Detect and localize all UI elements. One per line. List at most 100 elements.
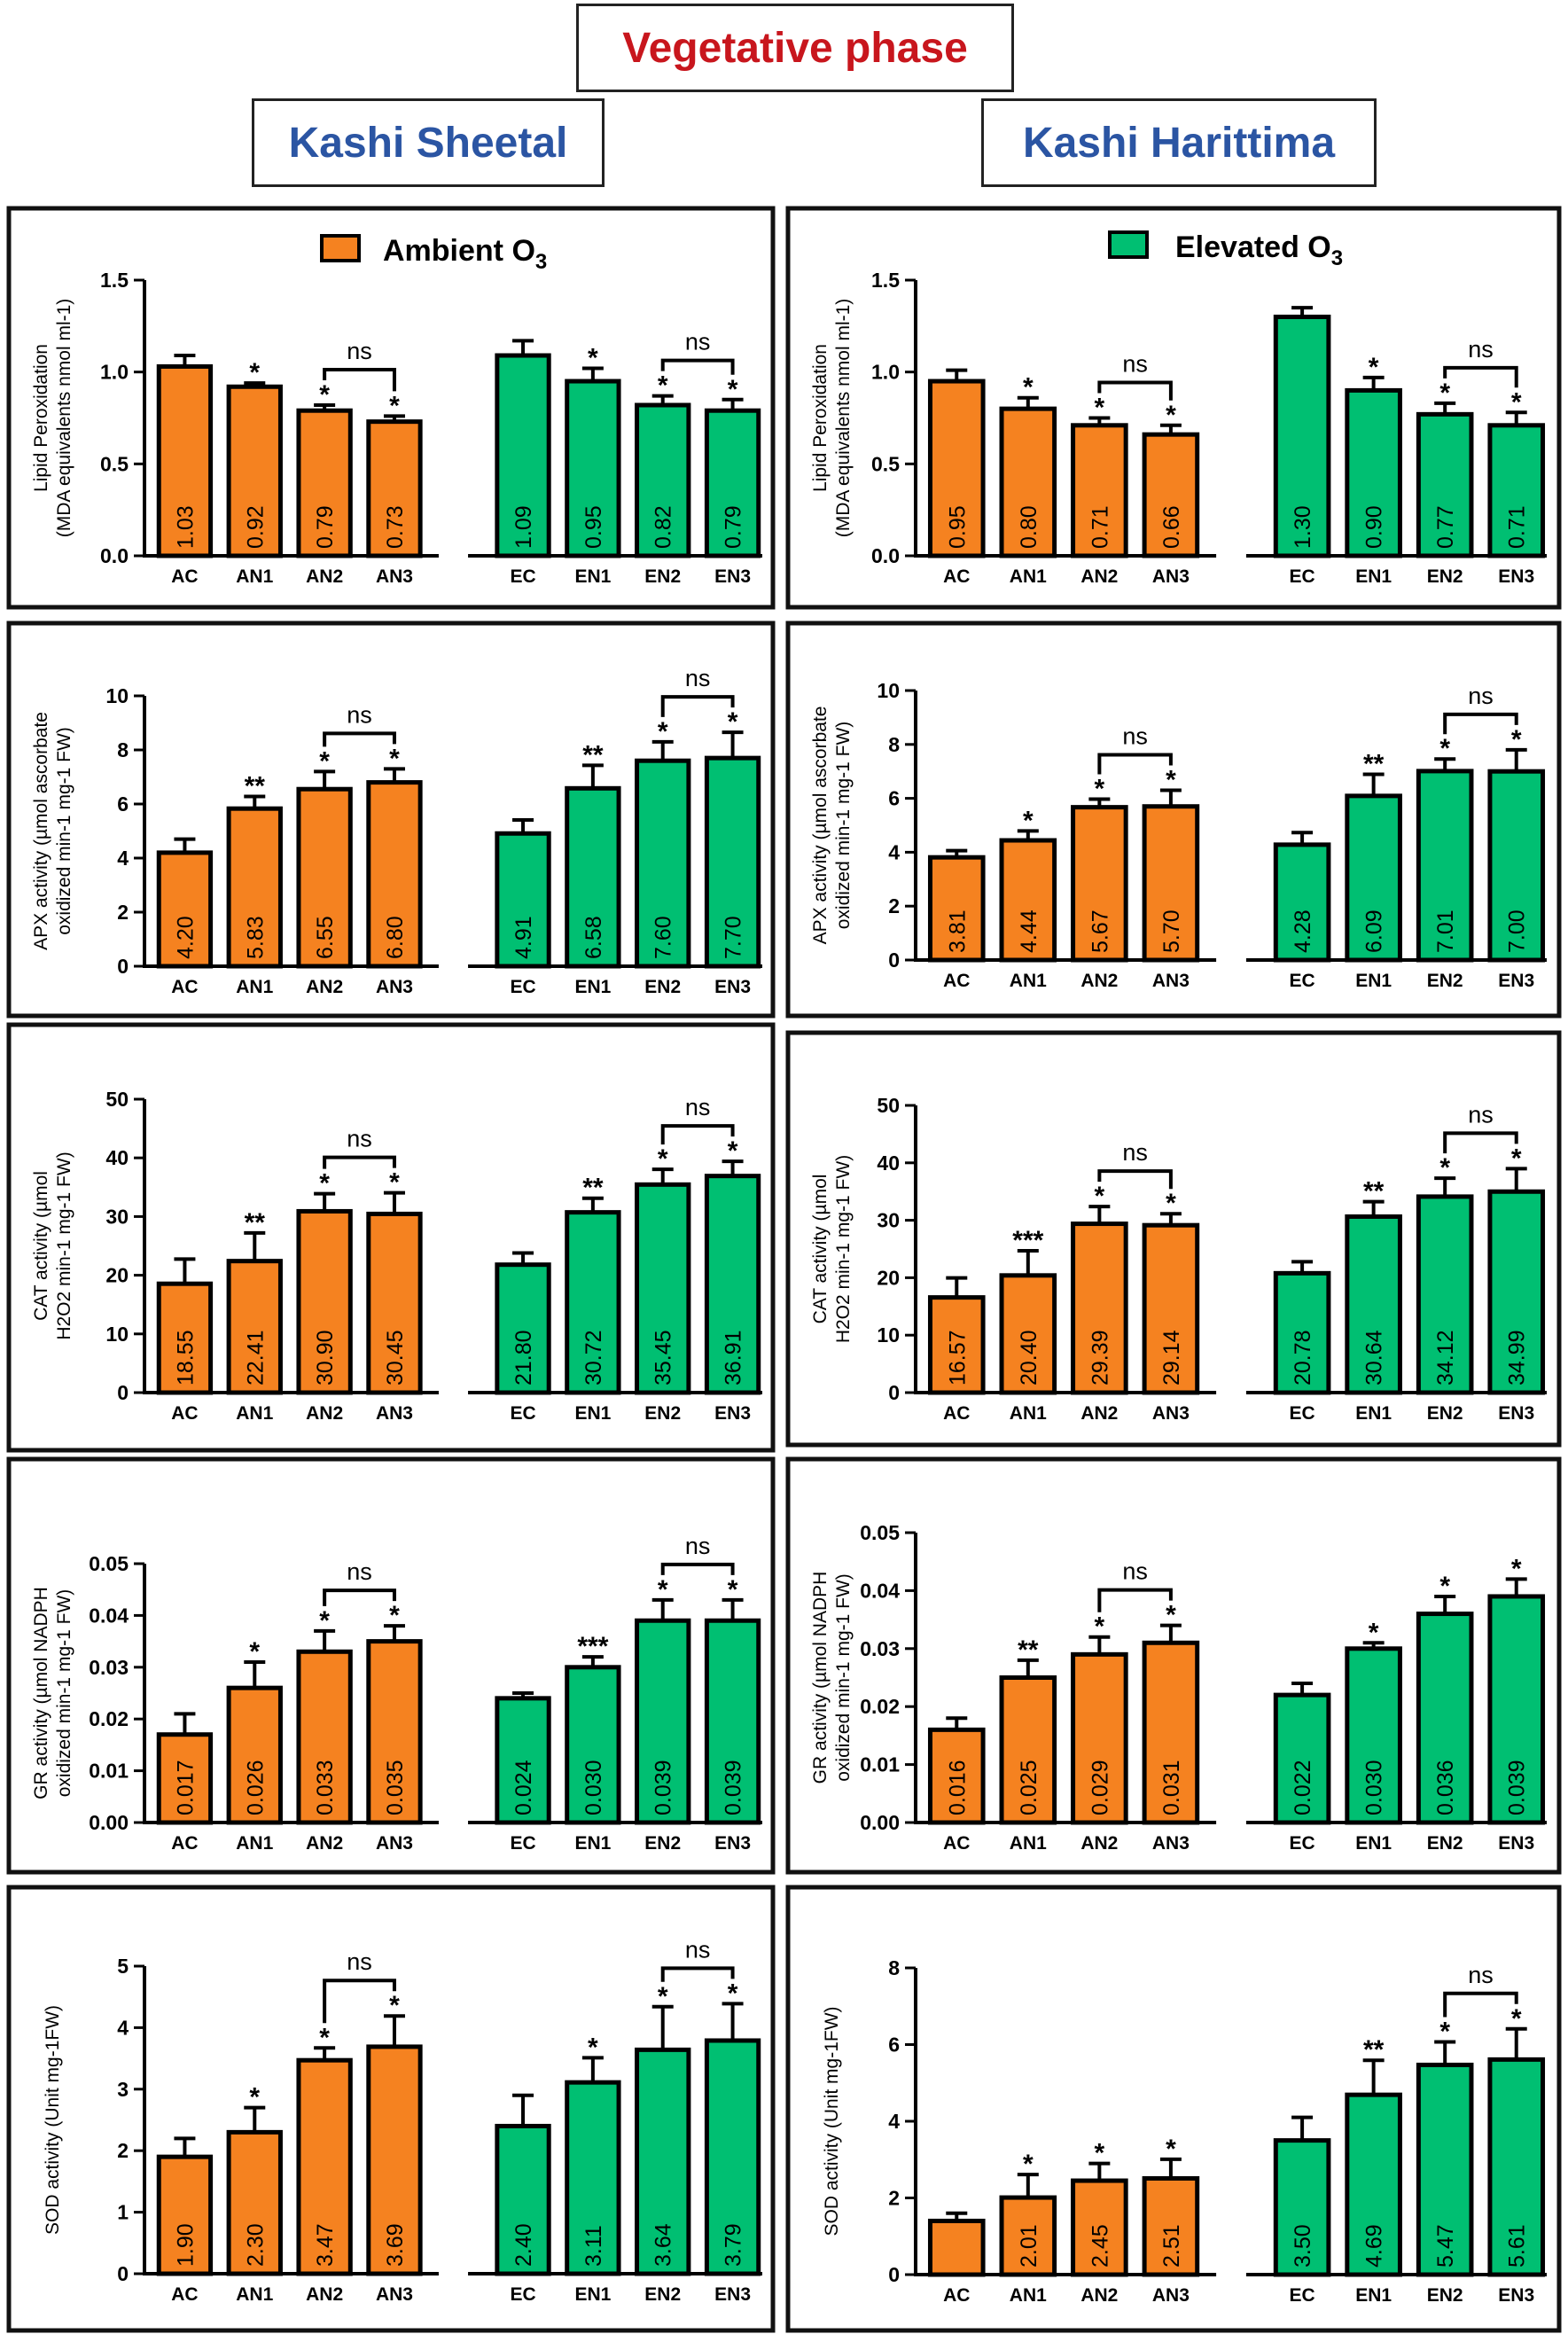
cat-harittima-ytick-label: 40 xyxy=(877,1151,900,1175)
sod-harittima-ytick-label: 6 xyxy=(888,2033,900,2057)
sod-harittima-significance: * xyxy=(1511,2004,1522,2033)
gr-sheetal-ns-bracket xyxy=(660,1562,735,1575)
cat-sheetal-value-label: 22.41 xyxy=(243,1330,268,1386)
sod-harittima-category-label: EN1 xyxy=(1355,2285,1392,2306)
gr-sheetal-significance: * xyxy=(728,1575,738,1604)
lp-sheetal-category-label: EN1 xyxy=(574,566,611,587)
cat-harittima-value-label: 16.57 xyxy=(945,1330,970,1386)
cat-sheetal-bar-EN3 xyxy=(704,1174,761,1395)
cat-harittima-significance: * xyxy=(1511,1144,1522,1173)
apx-harittima-category-label: EC xyxy=(1289,971,1314,991)
apx-harittima-bar-EN3 xyxy=(1487,769,1546,963)
lp-harittima-significance: * xyxy=(1369,353,1379,382)
apx-sheetal-ns-bracket xyxy=(660,695,735,717)
cat-sheetal-ns-label: ns xyxy=(347,1126,372,1152)
lp-harittima-significance: * xyxy=(1166,401,1176,430)
sod-sheetal-bar-EN1 xyxy=(565,2080,621,2276)
cat-sheetal-value-label: 35.45 xyxy=(651,1330,676,1386)
gr-harittima-value-label: 0.016 xyxy=(945,1760,970,1815)
apx-harittima-ytick-label: 6 xyxy=(888,787,900,810)
apx-sheetal-significance: * xyxy=(658,717,668,746)
sod-harittima-ns-bracket xyxy=(1443,1991,1518,2018)
gr-sheetal-value-label: 0.026 xyxy=(243,1760,268,1815)
lp-harittima-category-label: EN1 xyxy=(1355,566,1392,587)
lp-harittima-significance: * xyxy=(1095,394,1105,423)
lp-harittima-significance: * xyxy=(1023,373,1034,402)
apx-sheetal-bar-EN2 xyxy=(635,758,691,969)
lp-harittima-ns-label: ns xyxy=(1468,336,1494,363)
gr-harittima-ns-label: ns xyxy=(1122,1558,1148,1585)
gr-harittima-bar-EC xyxy=(1273,1692,1331,1825)
sod-sheetal-ytick-label: 2 xyxy=(117,2139,129,2162)
gr-sheetal-bar-AC xyxy=(156,1732,214,1825)
apx-sheetal-ylabel: APX activity (µmol ascorbate xyxy=(31,712,51,950)
cat-harittima-significance: *** xyxy=(1012,1226,1043,1255)
apx-sheetal-ytick-label: 0 xyxy=(117,955,129,978)
sod-sheetal-value-label: 3.69 xyxy=(383,2223,408,2267)
cat-sheetal-category-label: EN1 xyxy=(574,1403,611,1424)
cat-harittima-ytick-label: 20 xyxy=(877,1266,900,1289)
sod-sheetal-significance: * xyxy=(319,2023,330,2052)
apx-sheetal-category-label: AN2 xyxy=(306,977,343,997)
sod-harittima-category-label: AN2 xyxy=(1080,2285,1118,2306)
lp-harittima-bar-AN1 xyxy=(999,406,1057,558)
apx-sheetal-significance: * xyxy=(389,744,400,773)
lp-sheetal-value-label: 0.79 xyxy=(722,505,746,549)
lp-sheetal-significance: * xyxy=(249,358,260,387)
sod-harittima-bar-AN1 xyxy=(999,2195,1057,2277)
sod-sheetal-bar-AN1 xyxy=(226,2129,283,2276)
gr-sheetal-value-label: 0.039 xyxy=(722,1760,746,1815)
lp-harittima-ns-label: ns xyxy=(1122,351,1148,378)
apx-sheetal-value-label: 7.60 xyxy=(651,916,676,959)
cat-harittima-bar-EN2 xyxy=(1416,1194,1474,1395)
cat-sheetal-significance: * xyxy=(319,1169,330,1198)
apx-sheetal-ytick-label: 4 xyxy=(117,847,129,870)
gr-sheetal-ns-bracket xyxy=(323,1589,396,1606)
apx-harittima-significance: * xyxy=(1439,734,1450,763)
gr-harittima-ytick-label: 0.02 xyxy=(860,1695,900,1718)
cat-harittima-category-label: EN3 xyxy=(1498,1403,1534,1424)
gr-harittima-value-label: 0.039 xyxy=(1505,1760,1530,1815)
gr-harittima-significance: * xyxy=(1439,1572,1450,1601)
sod-harittima-bar-EC xyxy=(1273,2138,1331,2277)
cat-sheetal-ytick-label: 50 xyxy=(105,1088,129,1111)
apx-sheetal-category-label: EN1 xyxy=(574,977,611,997)
cat-harittima-significance: * xyxy=(1166,1189,1176,1218)
sod-sheetal-significance: * xyxy=(249,2083,260,2112)
cat-harittima-ytick-label: 10 xyxy=(877,1323,900,1347)
gr-harittima-value-label: 0.030 xyxy=(1362,1760,1387,1815)
lp-harittima-ns-bracket xyxy=(1097,380,1173,401)
sod-sheetal-bar-AN3 xyxy=(366,2044,423,2276)
cat-sheetal-value-label: 30.72 xyxy=(581,1330,606,1386)
gr-harittima-ytick-label: 0.03 xyxy=(860,1637,900,1660)
sod-harittima-significance: ** xyxy=(1363,2035,1385,2065)
apx-harittima-value-label: 5.70 xyxy=(1159,909,1184,953)
lp-harittima-value-label: 0.90 xyxy=(1362,505,1387,549)
gr-sheetal-category-label: EN2 xyxy=(644,1833,681,1854)
lp-sheetal-value-label: 0.95 xyxy=(581,505,606,549)
sod-sheetal-value-label: 3.79 xyxy=(722,2223,746,2267)
cat-harittima-ns-label: ns xyxy=(1468,1101,1494,1128)
gr-sheetal-value-label: 0.030 xyxy=(581,1760,606,1815)
cat-harittima-value-label: 29.39 xyxy=(1088,1330,1112,1386)
sod-sheetal-category-label: EN1 xyxy=(574,2284,611,2305)
cat-harittima-ytick-label: 0 xyxy=(888,1381,900,1404)
gr-sheetal-ns-label: ns xyxy=(347,1558,372,1585)
cat-harittima-category-label: EC xyxy=(1289,1403,1314,1424)
apx-sheetal-ytick-label: 10 xyxy=(105,684,129,707)
gr-harittima-ytick-label: 0.05 xyxy=(860,1521,900,1544)
gr-harittima-ylabel: GR activity (µmol NADPH xyxy=(810,1572,831,1784)
lp-harittima-category-label: AN3 xyxy=(1152,566,1190,587)
sod-sheetal-category-label: EC xyxy=(510,2284,535,2305)
gr-sheetal-significance: * xyxy=(319,1606,330,1635)
cat-harittima-category-label: EN1 xyxy=(1355,1403,1392,1424)
apx-sheetal-category-label: EC xyxy=(510,977,535,997)
sod-harittima-value-label: 2.45 xyxy=(1088,2224,1112,2268)
lp-sheetal-bar-EN3 xyxy=(704,408,761,558)
gr-harittima-ytick-label: 0.04 xyxy=(860,1579,900,1602)
cat-harittima-ns-label: ns xyxy=(1122,1139,1148,1166)
gr-sheetal-significance: * xyxy=(249,1637,260,1667)
cat-harittima-category-label: AC xyxy=(943,1403,970,1424)
apx-harittima-ns-label: ns xyxy=(1468,683,1494,709)
apx-harittima-ylabel: APX activity (µmol ascorbate xyxy=(810,706,831,945)
